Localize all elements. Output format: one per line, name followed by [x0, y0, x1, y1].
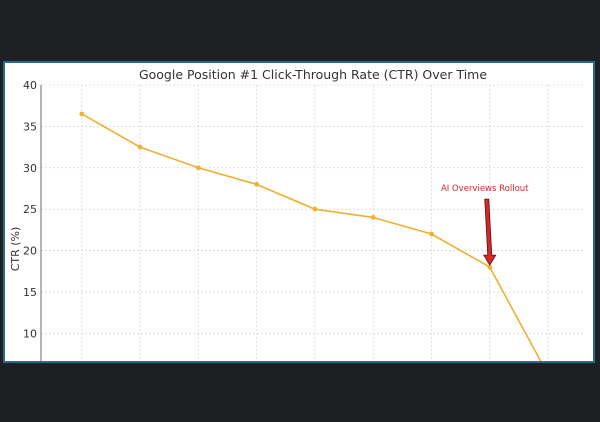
data-point	[312, 206, 318, 212]
y-tick-label: 10	[23, 327, 37, 340]
y-tick-label: 15	[23, 286, 37, 299]
annotation-layer: AI Overviews Rollout	[441, 184, 529, 266]
bottom-bar	[0, 366, 600, 422]
ctr-line-chart: Google Position #1 Click-Through Rate (C…	[9, 67, 583, 361]
data-point	[195, 165, 201, 171]
y-tick-label: 20	[23, 245, 37, 258]
annotation-arrow	[483, 198, 497, 266]
y-axis-label: CTR (%)	[9, 227, 22, 272]
data-point	[137, 144, 143, 150]
grid-layer	[41, 84, 583, 361]
chart-panel: Google Position #1 Click-Through Rate (C…	[3, 61, 595, 363]
y-tick-label: 40	[23, 79, 37, 92]
data-point	[79, 111, 85, 117]
y-tick-label: 25	[23, 203, 37, 216]
annotation-label: AI Overviews Rollout	[441, 184, 529, 194]
series-layer	[79, 111, 542, 361]
data-point	[254, 181, 260, 187]
data-point	[370, 215, 376, 220]
data-point	[429, 231, 434, 237]
y-tick-label: 35	[23, 120, 37, 133]
chart-title: Google Position #1 Click-Through Rate (C…	[139, 67, 487, 82]
data-point	[487, 264, 493, 270]
axes-layer: 510152025303540	[23, 79, 42, 361]
y-tick-label: 30	[23, 162, 37, 175]
